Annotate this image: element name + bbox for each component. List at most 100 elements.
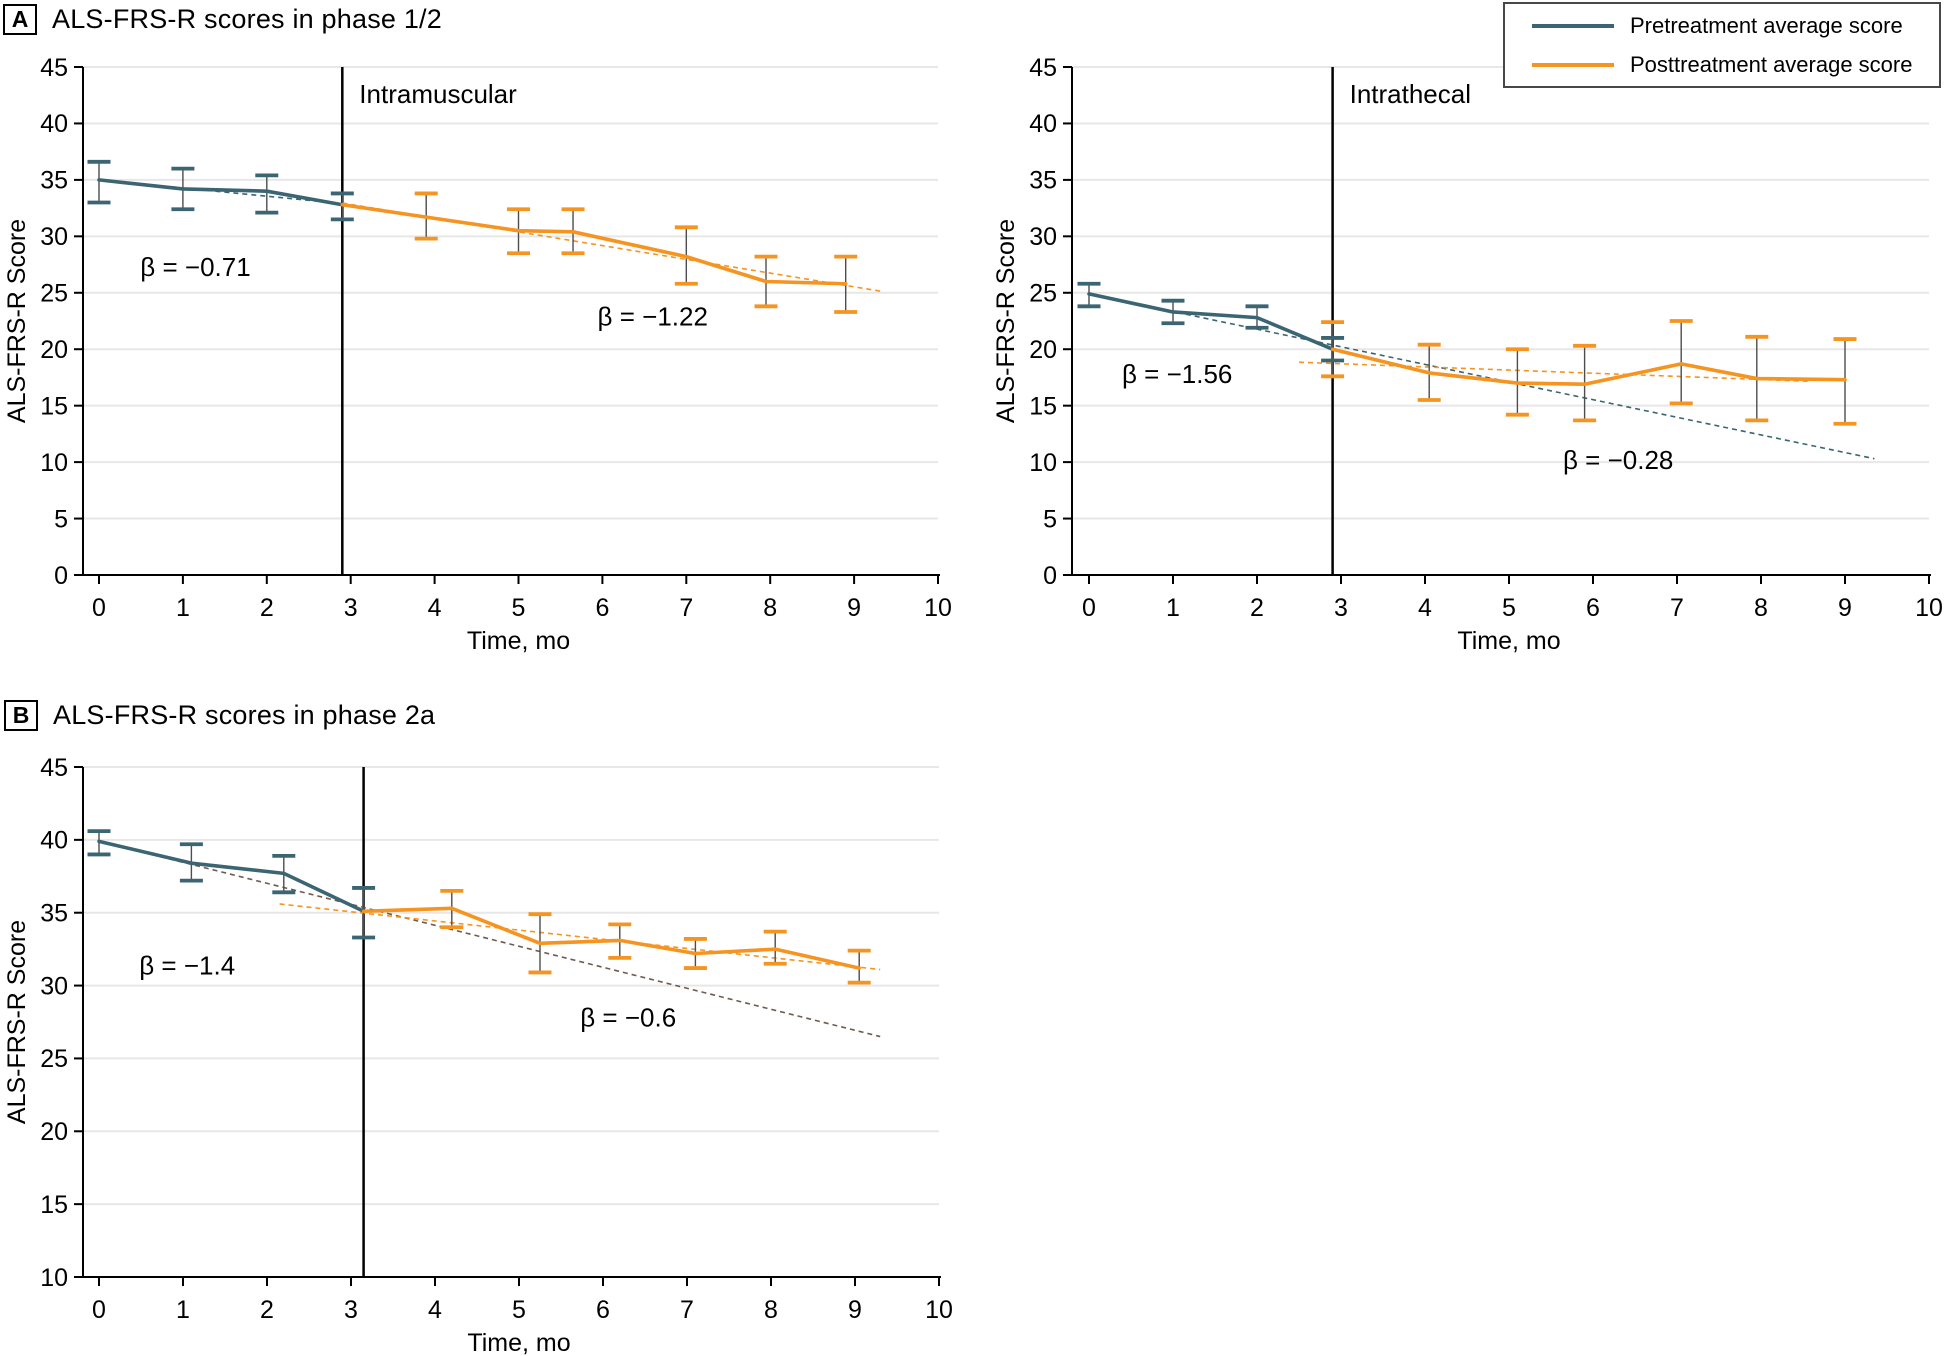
y-tick-label: 15 [40,1191,68,1219]
x-tick-label: 1 [1166,594,1180,622]
beta-annotation: β = −1.4 [139,950,235,980]
y-tick-label: 25 [1029,280,1057,308]
y-tick-label: 0 [54,562,68,590]
pretreatment-line [97,839,366,914]
y-tick-label: 10 [40,449,68,477]
y-tick-label: 35 [40,167,68,195]
x-tick-label: 1 [176,1296,190,1324]
x-tick-label: 10 [924,594,952,622]
x-tick-label: 6 [595,594,609,622]
x-tick-label: 1 [176,594,190,622]
route-label: Intramuscular [359,79,517,109]
x-tick-label: 9 [1838,594,1852,622]
x-tick-label: 0 [92,594,106,622]
x-axis-label: Time, mo [1457,627,1560,655]
x-tick-label: 5 [512,1296,526,1324]
beta-annotation: β = −1.22 [598,302,708,332]
panel-b-title: ALS-FRS-R scores in phase 2a [53,699,436,730]
y-tick-label: 25 [40,1045,68,1073]
y-tick-label: 20 [1029,336,1057,364]
x-axis-label: Time, mo [467,627,570,655]
trend-line-posttreatment [279,903,881,971]
y-axis-label: ALS-FRS-R Score [3,920,31,1124]
x-tick-label: 6 [1586,594,1600,622]
legend-item-posttreatment: Posttreatment average score [1532,52,1939,78]
x-tick-label: 7 [1670,594,1684,622]
posttreatment-line [340,202,848,286]
beta-annotation: β = −1.56 [1122,359,1232,389]
y-tick-label: 0 [1043,562,1057,590]
beta-annotation: β = −0.71 [140,252,250,282]
x-tick-label: 3 [344,1296,358,1324]
x-tick-label: 9 [848,1296,862,1324]
x-tick-label: 2 [260,594,274,622]
panel-a-title: ALS-FRS-R scores in phase 1/2 [52,3,442,34]
y-tick-label: 25 [40,280,68,308]
pretreatment-line [1087,292,1335,352]
x-tick-label: 6 [596,1296,610,1324]
y-tick-label: 10 [1029,449,1057,477]
x-tick-label: 10 [925,1296,953,1324]
panel-a-header: A ALS-FRS-R scores in phase 1/2 [3,2,442,36]
x-tick-label: 4 [428,1296,442,1324]
beta-annotation: β = −0.6 [580,1003,676,1033]
posttreatment-line-swatch [1532,62,1614,67]
trend-line-posttreatment [1298,361,1812,383]
x-tick-label: 10 [1915,594,1943,622]
y-tick-label: 35 [40,899,68,927]
pretreatment-line-swatch [1532,23,1614,28]
posttreatment-line [361,906,862,970]
y-tick-label: 15 [1029,392,1057,420]
legend-item-pretreatment: Pretreatment average score [1532,13,1939,39]
y-tick-label: 20 [40,1118,68,1146]
x-tick-label: 7 [679,594,693,622]
x-tick-label: 8 [1754,594,1768,622]
panel-b-badge: B [4,699,38,731]
x-tick-label: 2 [1250,594,1264,622]
legend-label-posttreatment: Posttreatment average score [1630,51,1913,77]
trend-line-pretreatment [98,840,881,1038]
x-tick-label: 8 [763,594,777,622]
x-tick-label: 4 [1418,594,1432,622]
y-tick-label: 30 [1029,223,1057,251]
y-tick-label: 30 [40,972,68,1000]
x-tick-label: 9 [847,594,861,622]
x-tick-label: 3 [1334,594,1348,622]
y-tick-label: 5 [54,505,68,533]
legend: Pretreatment average score Posttreatment… [1503,2,1941,88]
y-tick-label: 15 [40,392,68,420]
y-axis-label: ALS-FRS-R Score [992,219,1020,423]
x-tick-label: 5 [1502,594,1516,622]
posttreatment-line [1330,347,1847,387]
x-tick-label: 4 [428,594,442,622]
y-axis-label: ALS-FRS-R Score [3,219,31,423]
x-tick-label: 7 [680,1296,694,1324]
x-tick-label: 3 [344,594,358,622]
x-tick-label: 5 [512,594,526,622]
pretreatment-line [97,178,345,207]
y-tick-label: 45 [40,754,68,782]
y-tick-label: 5 [1043,505,1057,533]
y-tick-label: 10 [40,1264,68,1292]
y-tick-label: 45 [40,54,68,82]
y-tick-label: 40 [1029,110,1057,138]
y-tick-label: 35 [1029,167,1057,195]
x-tick-label: 0 [1082,594,1096,622]
beta-annotation: β = −0.28 [1563,445,1673,475]
y-tick-label: 20 [40,336,68,364]
legend-label-pretreatment: Pretreatment average score [1630,12,1903,38]
x-axis-label: Time, mo [467,1329,570,1356]
x-tick-label: 8 [764,1296,778,1324]
route-label: Intrathecal [1350,79,1471,109]
x-tick-label: 2 [260,1296,274,1324]
y-tick-label: 40 [40,110,68,138]
panel-b-header: B ALS-FRS-R scores in phase 2a [4,698,435,732]
y-tick-label: 40 [40,827,68,855]
y-tick-label: 30 [40,223,68,251]
x-tick-label: 0 [92,1296,106,1324]
panel-a-badge: A [3,3,37,35]
